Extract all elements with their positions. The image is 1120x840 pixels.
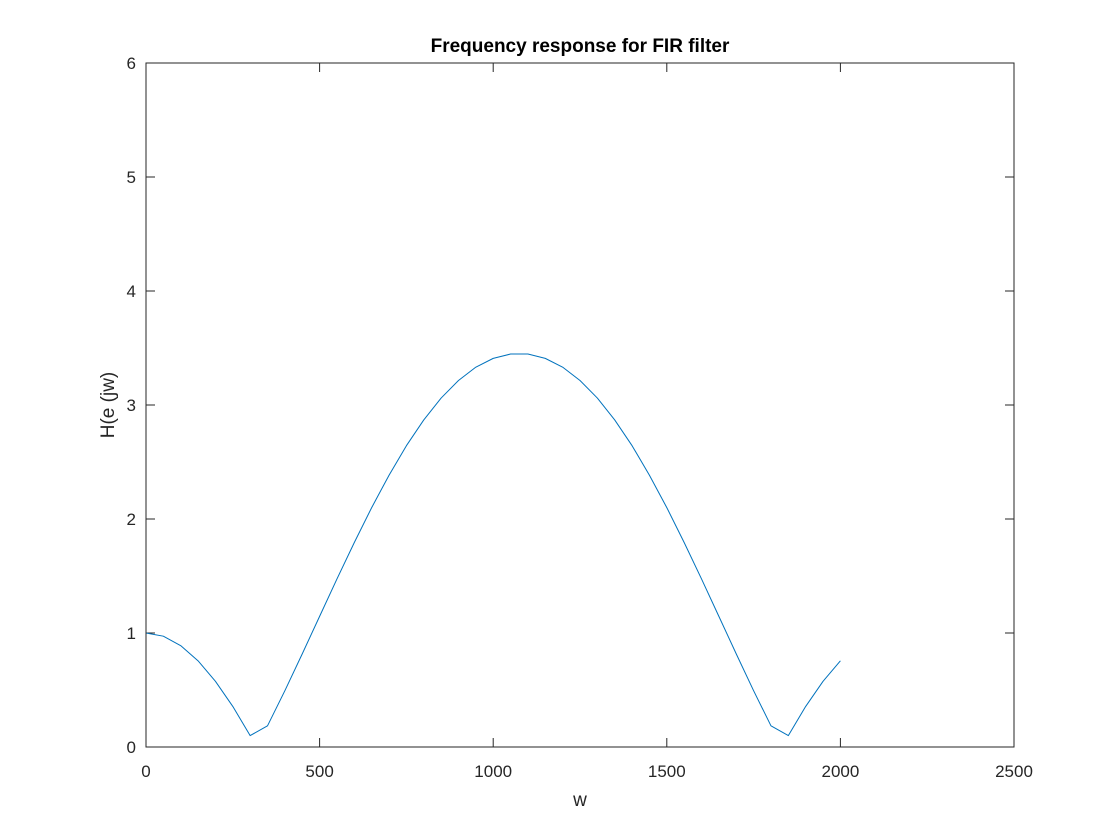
y-axis-label: H(e (jw) xyxy=(98,372,119,439)
y-tick-label: 4 xyxy=(127,282,136,301)
y-tick-labels: 0 1 2 3 4 5 6 xyxy=(127,54,136,757)
series-line xyxy=(145,353,841,737)
x-tick-label: 1500 xyxy=(648,762,686,781)
y-tick-label: 3 xyxy=(127,396,136,415)
x-tick-label: 2000 xyxy=(821,762,859,781)
chart-title: Frequency response for FIR filter xyxy=(431,36,730,57)
x-tick-labels: 0 500 1000 1500 2000 2500 xyxy=(141,762,1033,781)
y-tick-label: 1 xyxy=(127,624,136,643)
x-tick-label: 1000 xyxy=(474,762,512,781)
y-tick-label: 6 xyxy=(127,54,136,73)
y-tick-label: 2 xyxy=(127,510,136,529)
y-tick-label: 0 xyxy=(127,738,136,757)
axes-box xyxy=(145,62,1015,748)
x-axis-label: w xyxy=(572,790,587,811)
series-layer xyxy=(145,353,841,737)
y-tick-label: 5 xyxy=(127,168,136,187)
x-tick-label: 500 xyxy=(305,762,333,781)
x-tick-label: 0 xyxy=(141,762,150,781)
x-tick-label: 2500 xyxy=(995,762,1033,781)
plot-area xyxy=(146,63,1014,747)
